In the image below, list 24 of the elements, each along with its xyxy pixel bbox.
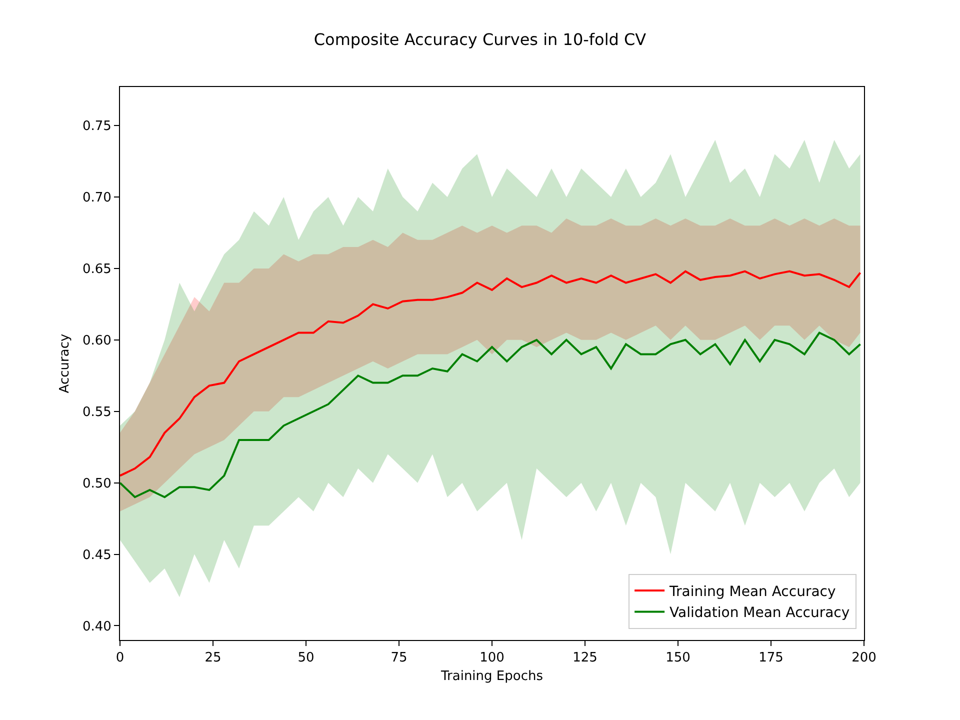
line-series [120,270,862,477]
x-tick-label: 175 [758,650,784,666]
line-series [120,332,862,498]
y-tick-label: 0.60 [82,333,112,348]
y-tick-label: 0.75 [82,119,112,134]
y-tick-label: 0.70 [82,190,112,206]
x-tick-label: 75 [390,650,408,666]
x-tick-label: 50 [298,650,314,666]
legend-label: Training Mean Accuracy [668,584,836,600]
y-tick-label: 0.55 [82,404,112,420]
x-tick-label: 125 [572,650,598,666]
x-tick-label: 150 [666,650,690,666]
x-tick-label: 200 [852,650,876,666]
y-tick-label: 0.65 [82,262,112,278]
legend-label: Validation Mean Accuracy [670,605,850,622]
y-tick-label: 0.40 [82,619,112,634]
y-tick-label: 0.50 [82,476,112,492]
y-tick-label: 0.45 [82,548,112,563]
x-tick-label: 25 [204,650,222,666]
chart-title: Composite Accuracy Curves in 10-fold CV [314,30,646,50]
x-tick-label: 100 [480,650,504,666]
x-axis-title: Training Epochs [440,669,544,684]
y-axis-title: Accuracy [57,334,72,394]
x-tick-label: 0 [116,650,124,666]
